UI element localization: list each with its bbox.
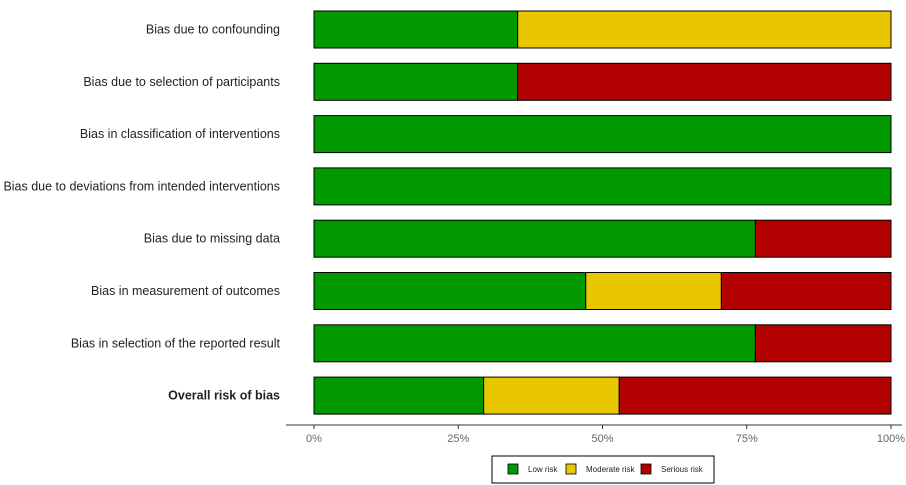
legend-box: [491, 455, 715, 484]
bar-segment-1-moderate-risk: [517, 10, 892, 49]
category-label-1: Bias due to confounding: [146, 23, 280, 37]
bar-segment-6-low-risk: [313, 272, 587, 310]
bar-segment-3-low-risk: [313, 115, 892, 154]
bar-segment-5-serious-risk: [754, 219, 892, 258]
bars-layer: [313, 10, 892, 415]
bar-segment-2-low-risk: [313, 62, 519, 101]
x-tick-label-0: 0%: [306, 433, 322, 445]
category-label-8: Overall risk of bias: [168, 389, 280, 403]
bar-segment-2-serious-risk: [517, 62, 892, 101]
category-label-5: Bias due to missing data: [144, 232, 280, 246]
bar-segment-6-serious-risk: [720, 272, 892, 310]
bar-segment-7-low-risk: [313, 324, 756, 363]
bar-segment-1-low-risk: [313, 10, 519, 49]
category-label-3: Bias in classification of interventions: [80, 127, 280, 141]
legend-swatch-serious-risk: [640, 463, 652, 475]
bar-segment-7-serious-risk: [754, 324, 892, 363]
x-tick-label-75: 75%: [736, 433, 758, 445]
category-label-7: Bias in selection of the reported result: [71, 336, 281, 350]
legend-label-moderate-risk: Moderate risk: [586, 465, 635, 474]
category-label-6: Bias in measurement of outcomes: [91, 284, 280, 298]
bar-segment-8-serious-risk: [618, 376, 892, 415]
x-tick-label-25: 25%: [447, 433, 469, 445]
x-tick-label-100: 100%: [877, 433, 905, 445]
category-label-4: Bias due to deviations from intended int…: [3, 179, 280, 193]
legend-label-low-risk: Low risk: [528, 465, 558, 474]
legend-label-serious-risk: Serious risk: [661, 465, 704, 474]
category-label-2: Bias due to selection of participants: [83, 75, 280, 89]
x-axis: 0% 25% 50% 75% 100%: [286, 424, 905, 445]
bar-segment-8-low-risk: [313, 376, 485, 415]
x-tick-label-50: 50%: [591, 433, 613, 445]
bar-segment-6-moderate-risk: [585, 272, 722, 310]
bar-segment-4-low-risk: [313, 167, 892, 206]
bar-segment-8-moderate-risk: [483, 376, 620, 415]
bar-segment-5-low-risk: [313, 219, 756, 258]
category-labels: Bias due to confounding Bias due to selec…: [3, 23, 280, 403]
legend: Low risk Moderate risk Serious risk: [491, 455, 715, 484]
legend-swatch-low-risk: [507, 463, 519, 475]
legend-swatch-moderate-risk: [565, 463, 577, 475]
